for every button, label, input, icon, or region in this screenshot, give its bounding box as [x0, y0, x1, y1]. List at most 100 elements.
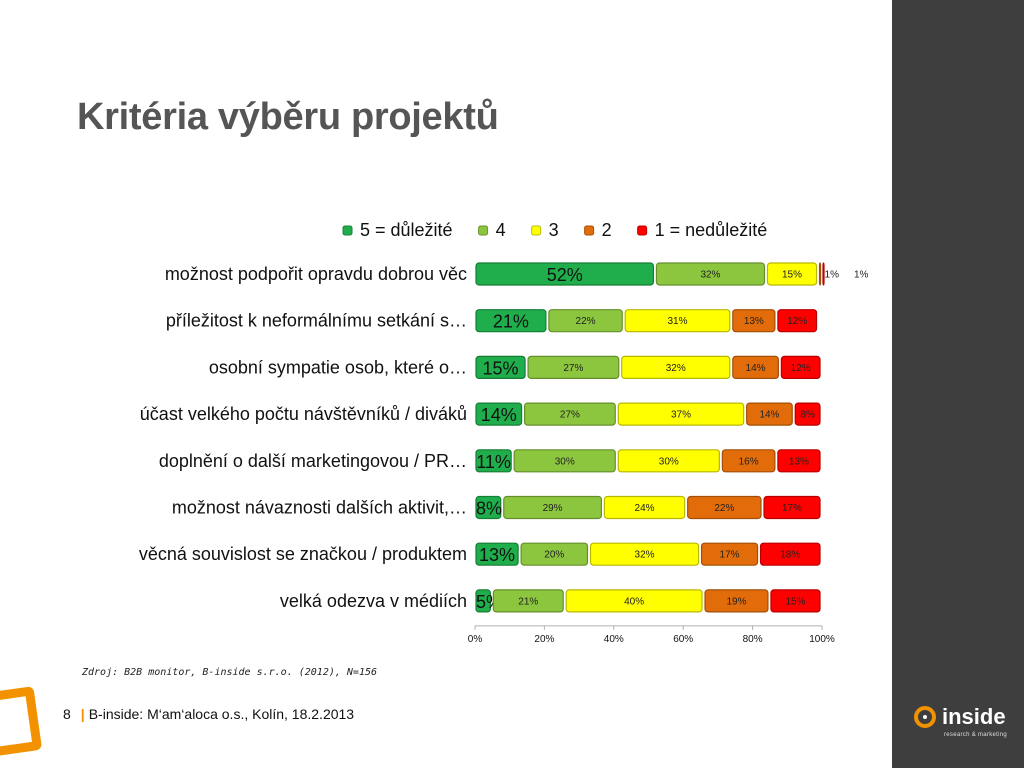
bar-3-0 [475, 402, 523, 426]
bar-0-0 [475, 262, 655, 286]
bar-label-6-2: 32% [635, 550, 655, 561]
legend-swatch-1 [478, 225, 489, 236]
logo-subtext: research & marketing [944, 732, 1008, 738]
bar-1-2 [624, 309, 731, 333]
bar-label-7-1: 21% [518, 596, 538, 607]
bar-label-3-3: 14% [759, 410, 779, 421]
side-panel [892, 0, 1024, 768]
x-tick-label-3: 60% [673, 634, 693, 645]
bar-5-3 [687, 495, 762, 520]
bar-label-2-0: 15% [483, 358, 519, 378]
bar-label-5-1: 29% [543, 503, 563, 514]
bar-label-0-1: 32% [700, 270, 720, 281]
bar-label-1-4: 12% [787, 316, 807, 327]
bar-label-3-0: 14% [481, 405, 517, 425]
category-label-4: doplnění o další marketingovou / PR… [159, 451, 467, 471]
bar-5-1 [503, 495, 602, 520]
bar-4-3 [721, 449, 776, 473]
bar-7-2 [565, 589, 703, 613]
bar-label-1-0: 21% [493, 312, 529, 332]
bar-5-4 [763, 495, 821, 520]
bar-label-7-4: 15% [785, 596, 805, 607]
bar-label-5-4: 17% [782, 503, 802, 514]
bar-1-1 [548, 309, 623, 333]
bar-label-4-4: 13% [789, 456, 809, 467]
bar-4-0 [475, 449, 512, 473]
logo: inside research & marketing [914, 704, 1014, 744]
legend-label-3: 2 [602, 220, 612, 240]
legend-label-2: 3 [549, 220, 559, 240]
bar-2-0 [475, 355, 526, 379]
footer: 8 | B-inside: M‘am‘aloca o.s., Kolín, 18.2… [63, 706, 354, 722]
bar-4-1 [513, 449, 616, 473]
bar-7-4 [770, 589, 821, 613]
bar-label-1-3: 13% [744, 316, 764, 327]
bar-label-7-3: 19% [726, 596, 746, 607]
bar-label-4-0: 11% [476, 452, 511, 472]
bar-2-4 [780, 355, 821, 379]
bar-0-1 [655, 262, 766, 286]
bar-label-2-3: 14% [746, 363, 766, 374]
category-label-2: osobní sympatie osob, které o… [209, 357, 467, 377]
stacked-bar-chart: 5 = důležité 4 3 2 1 = nedůležité možnost pod… [139, 220, 869, 645]
bar-1-3 [732, 309, 776, 333]
bar-7-0 [475, 589, 491, 613]
bar-label-3-4: 8% [800, 410, 815, 421]
legend-swatch-3 [584, 225, 595, 236]
bar-3-2 [617, 402, 745, 426]
x-tick-label-5: 100% [809, 634, 835, 645]
bar-0-4 [822, 262, 825, 286]
bar-6-1 [520, 542, 589, 566]
bar-0-2 [766, 262, 818, 286]
category-label-1: příležitost k neformálnímu setkání s… [166, 311, 467, 331]
bar-1-0 [475, 309, 547, 333]
footer-text: B-inside: M‘am‘aloca o.s., Kolín, 18.2.2… [88, 706, 355, 722]
decorative-shape [0, 686, 43, 758]
bar-label-0-2: 15% [782, 270, 802, 281]
bar-label-2-2: 32% [666, 363, 686, 374]
bar-label-3-1: 27% [560, 410, 580, 421]
bar-label-1-1: 22% [576, 316, 596, 327]
bar-7-3 [704, 589, 769, 613]
legend-swatch-2 [531, 225, 542, 236]
x-tick-label-1: 20% [534, 634, 554, 645]
x-tick-label-0: 0% [468, 634, 483, 645]
bar-0-3 [818, 262, 822, 286]
x-tick-label-4: 80% [743, 634, 763, 645]
category-label-0: možnost podpořit opravdu dobrou věc [165, 264, 467, 284]
bar-5-2 [603, 495, 686, 520]
bar-7-1 [492, 589, 564, 613]
bar-6-0 [475, 542, 519, 566]
bar-3-1 [523, 402, 616, 426]
bar-label-2-1: 27% [563, 363, 583, 374]
category-label-6: věcná souvislost se značkou / produktem [139, 544, 467, 564]
bar-3-4 [794, 402, 821, 426]
bar-label-5-2: 24% [635, 503, 655, 514]
bar-5-0 [475, 495, 502, 520]
bar-1-4 [777, 309, 818, 333]
bar-label-6-1: 20% [544, 550, 564, 561]
bar-label-6-4: 18% [780, 550, 800, 561]
source-note: Zdroj: B2B monitor, B-inside s.r.o. (201… [82, 667, 378, 678]
category-label-3: účast velkého počtu návštěvníků / diváků [140, 404, 467, 424]
legend-label-0: 5 = důležité [360, 220, 453, 240]
bar-2-3 [732, 355, 779, 379]
footer-separator: | [80, 706, 85, 722]
bar-label-1-2: 31% [667, 316, 687, 327]
x-tick-label-2: 40% [604, 634, 624, 645]
bar-6-2 [589, 542, 700, 566]
bar-label-4-1: 30% [555, 456, 575, 467]
category-label-7: velká odezva v médiích [280, 591, 467, 611]
bar-label-2-4: 12% [791, 363, 811, 374]
legend-swatch-4 [637, 225, 648, 236]
bar-2-1 [527, 355, 620, 379]
legend-swatch-0 [342, 225, 353, 236]
legend-label-1: 4 [496, 220, 506, 240]
bar-2-2 [621, 355, 731, 379]
logo-icon [914, 706, 936, 728]
bar-4-4 [777, 449, 821, 473]
bar-label-6-0: 13% [479, 545, 515, 565]
bar-label-0-4: 1% [854, 270, 869, 281]
bar-6-4 [759, 542, 821, 566]
bar-6-3 [700, 542, 759, 566]
